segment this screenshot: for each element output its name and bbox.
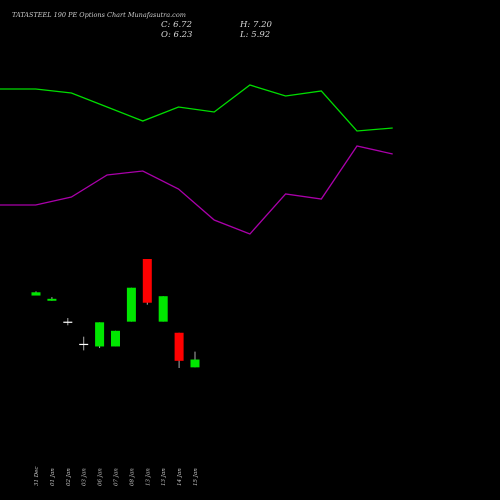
low-value: L: 5.92 <box>240 30 271 40</box>
open-value: O: 6.23 <box>161 30 193 40</box>
date-tick-label: 14 Jan <box>177 468 183 486</box>
candle-body <box>111 330 120 347</box>
date-tick-label: 08 Jan <box>129 468 135 486</box>
candle-body <box>158 296 168 322</box>
date-tick-label: 03 Jan <box>82 468 88 486</box>
candle-body <box>190 359 200 368</box>
date-tick-label: 13 Jan <box>161 468 167 486</box>
candle-body <box>142 259 152 303</box>
candle-body <box>47 298 57 301</box>
chart-title: TATASTEEL 190 PE Options Chart Munafasut… <box>12 11 186 19</box>
candle-body <box>95 322 105 347</box>
date-tick-label: 06 Jan <box>98 468 104 486</box>
date-tick-label: 31 Dec <box>34 467 40 487</box>
date-tick-label: 01 Jan <box>50 468 56 486</box>
close-value: C: 6.72 <box>161 20 192 30</box>
date-tick-label: 07 Jan <box>114 468 120 486</box>
candle-body <box>31 292 41 296</box>
indicator-line-2 <box>0 145 393 235</box>
candle-body <box>174 332 184 361</box>
candle-body <box>63 321 73 323</box>
date-tick-label: 13 Jan <box>145 468 151 486</box>
candle-body <box>126 287 136 322</box>
high-value: H: 7.20 <box>240 20 272 30</box>
date-tick-label: 15 Jan <box>193 468 199 486</box>
candle-body <box>79 343 89 346</box>
indicator-line-1 <box>0 84 393 132</box>
date-tick-label: 02 Jan <box>66 468 72 486</box>
